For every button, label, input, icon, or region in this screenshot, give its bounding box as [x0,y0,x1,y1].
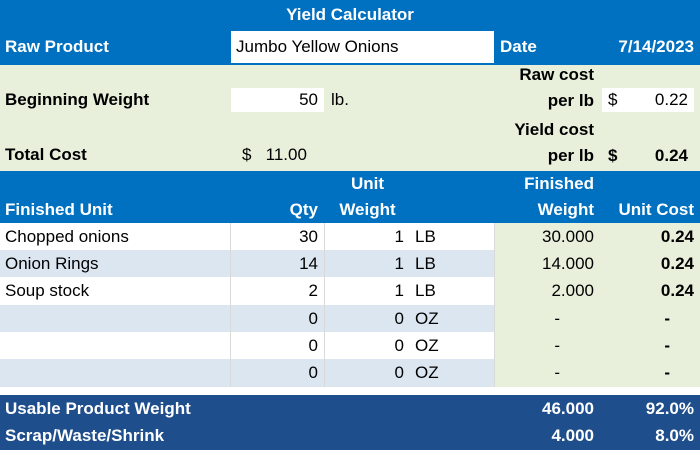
row-qty[interactable]: 2 [231,277,325,305]
row-unit[interactable]: LB [410,277,495,305]
scrap-percent: 8.0% [655,426,694,445]
table-row: Soup stock 2 1 LB 2.000 0.24 [0,277,700,305]
yield-cost-label-line1: Yield cost [514,120,594,139]
row-unit-cost: - [600,359,700,387]
raw-product-label: Raw Product [5,37,109,56]
beginning-weight-input[interactable]: 50 [231,88,324,112]
header-unit-weight-line1: Unit [350,174,385,193]
raw-cost-input[interactable]: $ 0.22 [602,88,694,112]
raw-cost-label-line1: Raw cost [519,65,594,84]
usable-weight-label: Usable Product Weight [5,398,191,418]
row-qty[interactable]: 0 [231,305,325,332]
header-unit-weight-line2: Weight [339,200,396,219]
usable-weight-percent: 92.0% [645,398,694,418]
table-row: 0 0 OZ - - [0,305,700,332]
scrap-label: Scrap/Waste/Shrink [5,426,165,445]
table-row: 0 0 OZ - - [0,359,700,387]
row-unit-cost: - [600,305,700,332]
row-unit[interactable]: OZ [410,359,495,387]
row-finished-weight: 2.000 [495,277,600,305]
row-finished-weight: - [495,305,600,332]
row-unit[interactable]: OZ [410,332,495,359]
row-unit-cost: 0.24 [600,277,700,305]
yield-cost-currency: $ [608,146,618,165]
row-finished-unit[interactable]: Chopped onions [0,223,231,250]
row-unit-weight[interactable]: 0 [394,363,404,382]
row-unit-cost: - [600,332,700,359]
row-unit-weight[interactable]: 1 [394,281,404,300]
row-unit[interactable]: LB [410,223,495,250]
beginning-weight-row: Beginning Weight 50 lb. Raw cost per lb … [0,65,700,120]
row-finished-weight: 14.000 [495,250,600,277]
beginning-weight-unit: lb. [331,90,349,109]
row-finished-unit[interactable]: Soup stock [0,277,231,305]
total-cost-row: Total Cost $ 11.00 Yield cost per lb $ 0… [0,120,700,171]
header-finished-weight-line1: Finished [524,174,594,193]
yield-cost-cell: $ 0.24 [602,142,694,170]
total-cost-label: Total Cost [5,145,87,164]
date-label: Date [500,37,537,56]
title-row: Yield Calculator [0,0,700,29]
table-row: Chopped onions 30 1 LB 30.000 0.24 [0,223,700,250]
header-finished-unit: Finished Unit [5,200,113,219]
row-unit-cost: 0.24 [600,223,700,250]
table-header: Finished Unit Qty Unit Weight Finished W… [0,171,700,223]
row-finished-weight: - [495,359,600,387]
usable-weight-value: 46.000 [542,398,594,418]
table-row: 0 0 OZ - - [0,332,700,359]
raw-cost-currency: $ [608,90,618,109]
header-qty: Qty [289,200,318,219]
yield-cost-label-line2: per lb [547,146,594,165]
raw-cost-value: 0.22 [654,90,688,109]
row-unit-weight[interactable]: 1 [394,226,404,246]
row-finished-unit[interactable] [0,359,231,387]
usable-weight-row: Usable Product Weight 46.000 92.0% [0,395,700,422]
row-finished-unit[interactable] [0,305,231,332]
yield-cost-value: 0.24 [654,146,688,165]
row-unit-weight[interactable]: 0 [394,308,404,328]
date-value[interactable]: 7/14/2023 [618,37,694,56]
raw-cost-label-line2: per lb [547,91,594,110]
scrap-row: Scrap/Waste/Shrink 4.000 8.0% [0,422,700,450]
total-cost-value: $ 11.00 [242,145,307,164]
raw-product-row: Raw Product Jumbo Yellow Onions Date 7/1… [0,29,700,65]
beginning-weight-label: Beginning Weight [5,90,150,109]
raw-product-input[interactable]: Jumbo Yellow Onions [231,31,494,63]
row-finished-weight: 30.000 [495,223,600,250]
row-qty[interactable]: 30 [231,223,325,250]
row-finished-unit[interactable]: Onion Rings [0,250,231,277]
header-finished-weight-line2: Weight [537,200,594,219]
row-finished-unit[interactable] [0,332,231,359]
row-qty[interactable]: 0 [231,332,325,359]
row-unit-cost: 0.24 [600,250,700,277]
table-row: Onion Rings 14 1 LB 14.000 0.24 [0,250,700,277]
row-unit-weight[interactable]: 0 [394,335,404,355]
row-finished-weight: - [495,332,600,359]
row-qty[interactable]: 14 [231,250,325,277]
scrap-weight-value: 4.000 [551,426,594,445]
row-unit[interactable]: LB [410,250,495,277]
spacer-row [0,387,700,395]
sheet-title: Yield Calculator [286,4,414,24]
row-unit[interactable]: OZ [410,305,495,332]
header-unit-cost: Unit Cost [618,200,694,219]
row-unit-weight[interactable]: 1 [394,253,404,273]
row-qty[interactable]: 0 [231,359,325,387]
